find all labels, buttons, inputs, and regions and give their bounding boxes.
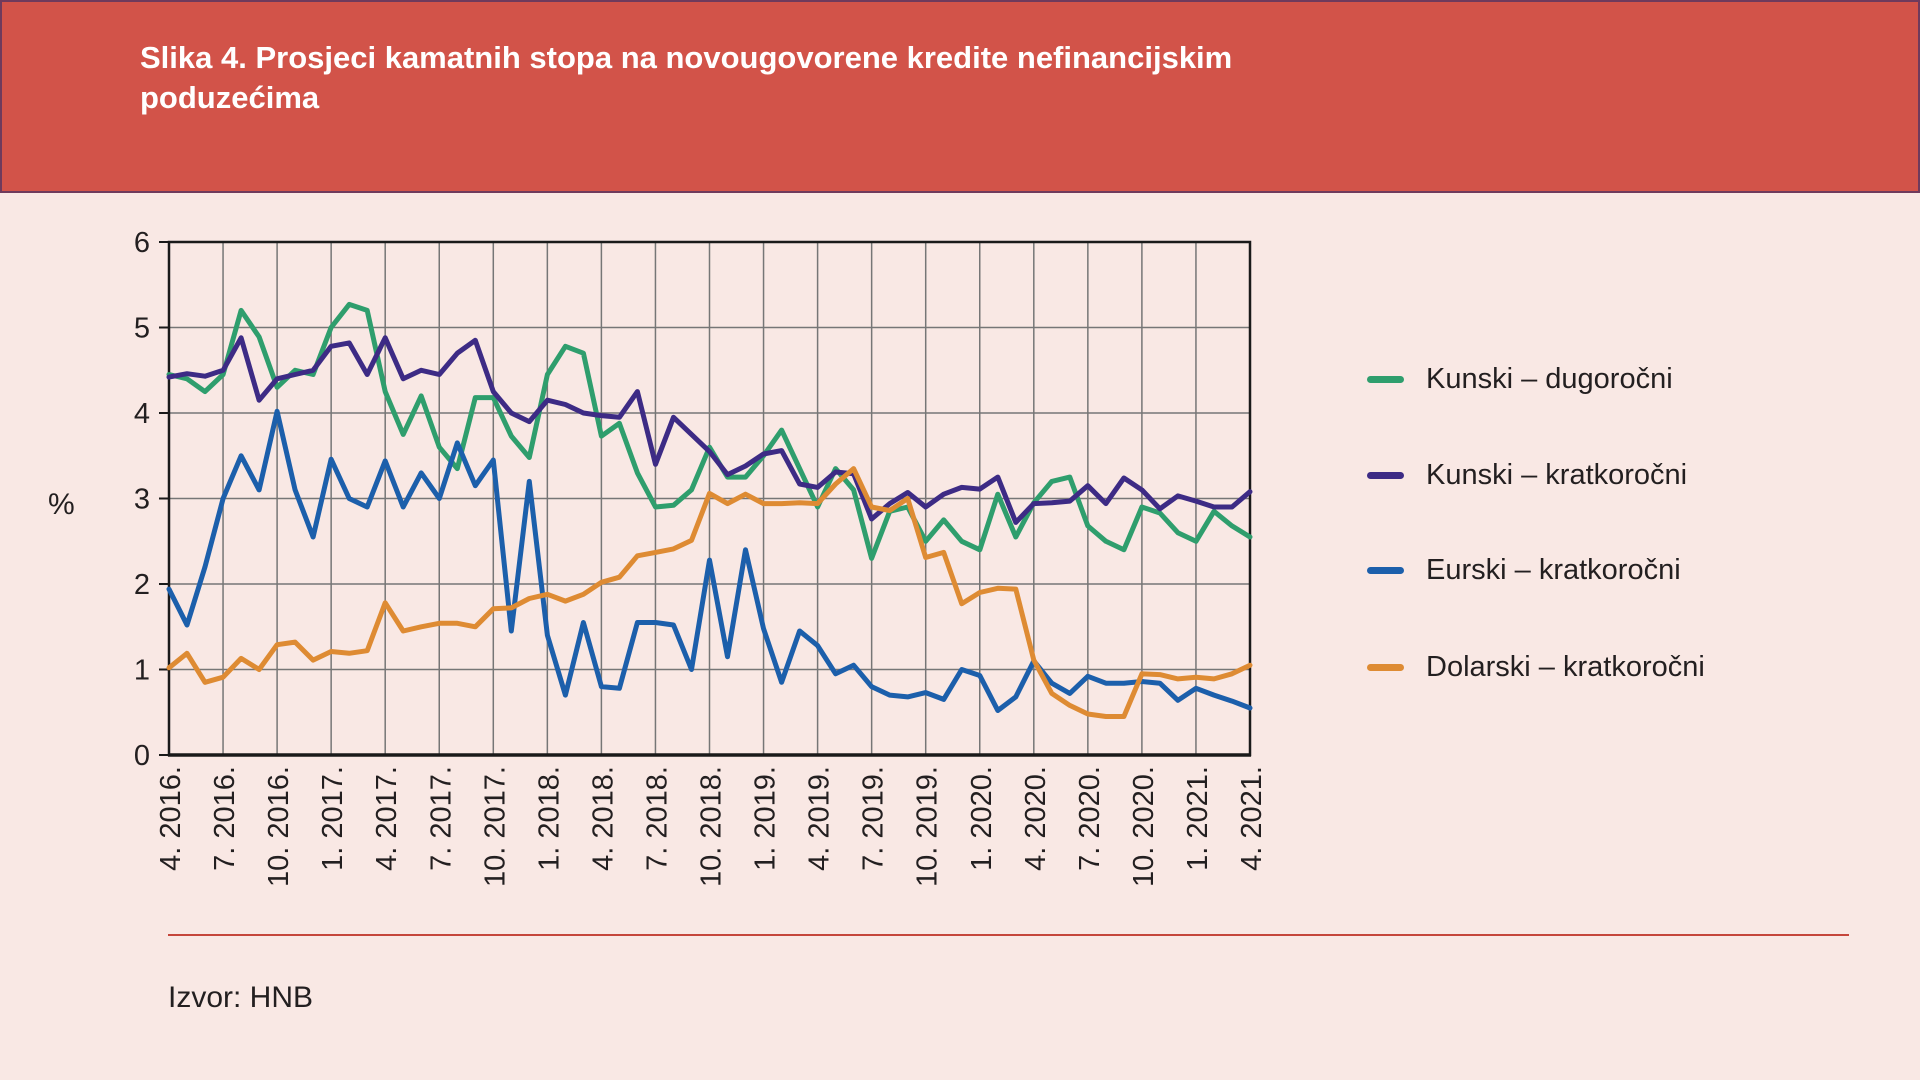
x-tick-label: 4. 2021.	[1236, 766, 1268, 871]
x-tick-label: 1. 2018.	[533, 766, 565, 871]
x-tick-label: 10. 2018.	[696, 766, 728, 887]
figure-title-line2: poduzećima	[140, 80, 320, 115]
series-line-kunski-dugoro-ni	[166, 301, 1253, 561]
x-tick-label: 4. 2019.	[804, 766, 836, 871]
x-tick-label: 10. 2016.	[263, 766, 295, 887]
legend-label-kunski-dugorocni: Kunski – dugoročni	[1426, 362, 1673, 395]
figure-header: Slika 4. Prosjeci kamatnih stopa na novo…	[0, 0, 1920, 193]
legend-swatch-eurski-kratkorocni	[1367, 566, 1404, 574]
legend-item-dolarski-kratkorocni: Dolarski – kratkoročni	[1367, 650, 1705, 683]
y-tick-label: 3	[134, 484, 150, 516]
y-tick-label: 6	[134, 227, 150, 259]
legend-swatch-dolarski-kratkorocni	[1367, 663, 1404, 671]
legend-label-dolarski-kratkorocni: Dolarski – kratkoročni	[1426, 650, 1705, 683]
x-tick-label: 1. 2019.	[750, 766, 782, 871]
legend-item-eurski-kratkorocni: Eurski – kratkoročni	[1367, 553, 1681, 586]
legend-label-kunski-kratkorocni: Kunski – kratkoročni	[1426, 458, 1688, 491]
x-tick-label: 10. 2019.	[912, 766, 944, 887]
x-tick-label: 4. 2016.	[155, 766, 187, 871]
y-tick-label: 5	[134, 313, 150, 345]
legend-swatch-kunski-dugorocni	[1367, 375, 1404, 383]
series-line-eurski-kratkoro-ni	[166, 408, 1253, 713]
x-tick-label: 4. 2020.	[1020, 766, 1052, 871]
figure-title: Slika 4. Prosjeci kamatnih stopa na novo…	[140, 38, 1232, 118]
y-axis-unit-label: %	[48, 488, 75, 521]
y-tick-label: 0	[134, 740, 150, 772]
x-tick-label: 1. 2017.	[317, 766, 349, 871]
y-tick-label: 1	[134, 655, 150, 687]
legend-item-kunski-dugorocni: Kunski – dugoročni	[1367, 362, 1673, 395]
x-tick-label: 4. 2018.	[587, 766, 619, 871]
legend-swatch-kunski-kratkorocni	[1367, 471, 1404, 479]
x-tick-label: 1. 2020.	[966, 766, 998, 871]
x-tick-label: 7. 2017.	[425, 766, 457, 871]
legend-item-kunski-kratkorocni: Kunski – kratkoročni	[1367, 458, 1688, 491]
x-tick-label: 7. 2019.	[858, 766, 890, 871]
x-tick-label: 1. 2021.	[1182, 766, 1214, 871]
x-tick-label: 10. 2020.	[1128, 766, 1160, 887]
series-line-dolarski-kratkoro-ni	[166, 466, 1253, 719]
x-tick-label: 7. 2018.	[641, 766, 673, 871]
x-tick-label: 7. 2016.	[209, 766, 241, 871]
x-tick-label: 7. 2020.	[1074, 766, 1106, 871]
source-text: Izvor: HNB	[168, 981, 314, 1014]
y-tick-label: 4	[134, 398, 150, 430]
series-line-kunski-kratkoro-ni	[166, 335, 1253, 525]
figure-title-line1: Slika 4. Prosjeci kamatnih stopa na novo…	[140, 40, 1233, 75]
y-tick-label: 2	[134, 569, 150, 601]
x-tick-label: 10. 2017.	[479, 766, 511, 887]
x-axis: 4. 2016. 7. 2016. 10. 2016. 1. 2017. 4. 2017…	[155, 766, 1268, 887]
y-axis: 0 1 2 3 4 5 6	[134, 227, 169, 772]
separator-line	[168, 934, 1849, 936]
legend-label-eurski-kratkorocni: Eurski – kratkoročni	[1426, 553, 1681, 586]
x-tick-label: 4. 2017.	[371, 766, 403, 871]
